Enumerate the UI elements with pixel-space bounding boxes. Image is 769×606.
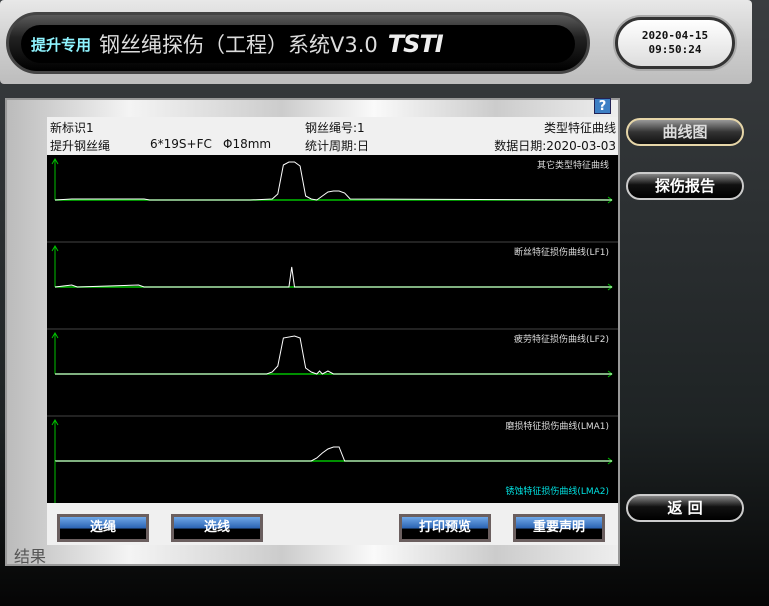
back-button[interactable]: 返 回 bbox=[626, 494, 744, 522]
y-axis-arrow bbox=[51, 158, 59, 165]
structure: 6*19S+FC bbox=[150, 137, 212, 151]
y-axis-arrow bbox=[51, 332, 59, 339]
select-line-button[interactable]: 选线 bbox=[171, 514, 263, 542]
diameter: Φ18mm bbox=[223, 137, 272, 151]
help-icon[interactable]: ? bbox=[594, 98, 611, 114]
rope-type: 提升钢丝绳 bbox=[50, 139, 111, 153]
curve-line bbox=[54, 266, 612, 288]
period: 统计周期:日 bbox=[305, 139, 370, 153]
curve-view-button[interactable]: 曲线图 bbox=[626, 118, 744, 146]
curve-title: 其它类型特征曲线 bbox=[537, 159, 609, 171]
curve-title-lma2: 锈蚀特征损伤曲线(LMA2) bbox=[505, 485, 609, 497]
curve-title: 断丝特征损伤曲线(LF1) bbox=[514, 246, 609, 258]
app-title: 钢丝绳探伤（工程）系统V3.0 bbox=[99, 33, 378, 57]
y-axis-arrow bbox=[51, 419, 59, 426]
mode-tag: 提升专用 bbox=[31, 35, 92, 54]
data-date: 数据日期:2020-03-03 bbox=[494, 139, 616, 153]
y-axis-arrow bbox=[51, 245, 59, 252]
result-label: 结果 bbox=[14, 547, 47, 566]
select-rope-button[interactable]: 选绳 bbox=[57, 514, 149, 542]
curve-title: 疲劳特征损伤曲线(LF2) bbox=[514, 333, 609, 345]
clock-time: 09:50:24 bbox=[648, 43, 702, 56]
logo: TSTI bbox=[387, 30, 444, 58]
button-row: 选绳 选线 打印预览 重要声明 bbox=[47, 503, 618, 545]
disclaimer-button[interactable]: 重要声明 bbox=[513, 514, 605, 542]
curve-title: 磨损特征损伤曲线(LMA1) bbox=[505, 420, 609, 432]
label: 新标识1 bbox=[50, 121, 94, 135]
curve-line bbox=[55, 446, 612, 462]
curve-line bbox=[54, 161, 613, 201]
curve-type: 类型特征曲线 bbox=[543, 121, 616, 135]
clock-date: 2020-04-15 bbox=[641, 29, 709, 42]
info-header: 新标识1 提升钢丝绳 6*19S+FC Φ18mm 钢丝绳号:1 统计周期:日 … bbox=[47, 117, 618, 155]
clock: 2020-04-15 09:50:24 bbox=[615, 17, 735, 69]
curve-chart: 其它类型特征曲线断丝特征损伤曲线(LF1) 疲劳特征损伤曲线(LF2) 磨损特征损伤… bbox=[47, 155, 618, 503]
rope-no: 钢丝绳号:1 bbox=[305, 121, 365, 135]
print-preview-button[interactable]: 打印预览 bbox=[399, 514, 491, 542]
title-bar: 提升专用 钢丝绳探伤（工程）系统V3.0 TSTI 2020-04-15 09:… bbox=[0, 0, 752, 84]
title-pill: 提升专用 钢丝绳探伤（工程）系统V3.0 TSTI bbox=[6, 12, 590, 74]
curve-line bbox=[55, 335, 612, 375]
inspection-report-button[interactable]: 探伤报告 bbox=[626, 172, 744, 200]
